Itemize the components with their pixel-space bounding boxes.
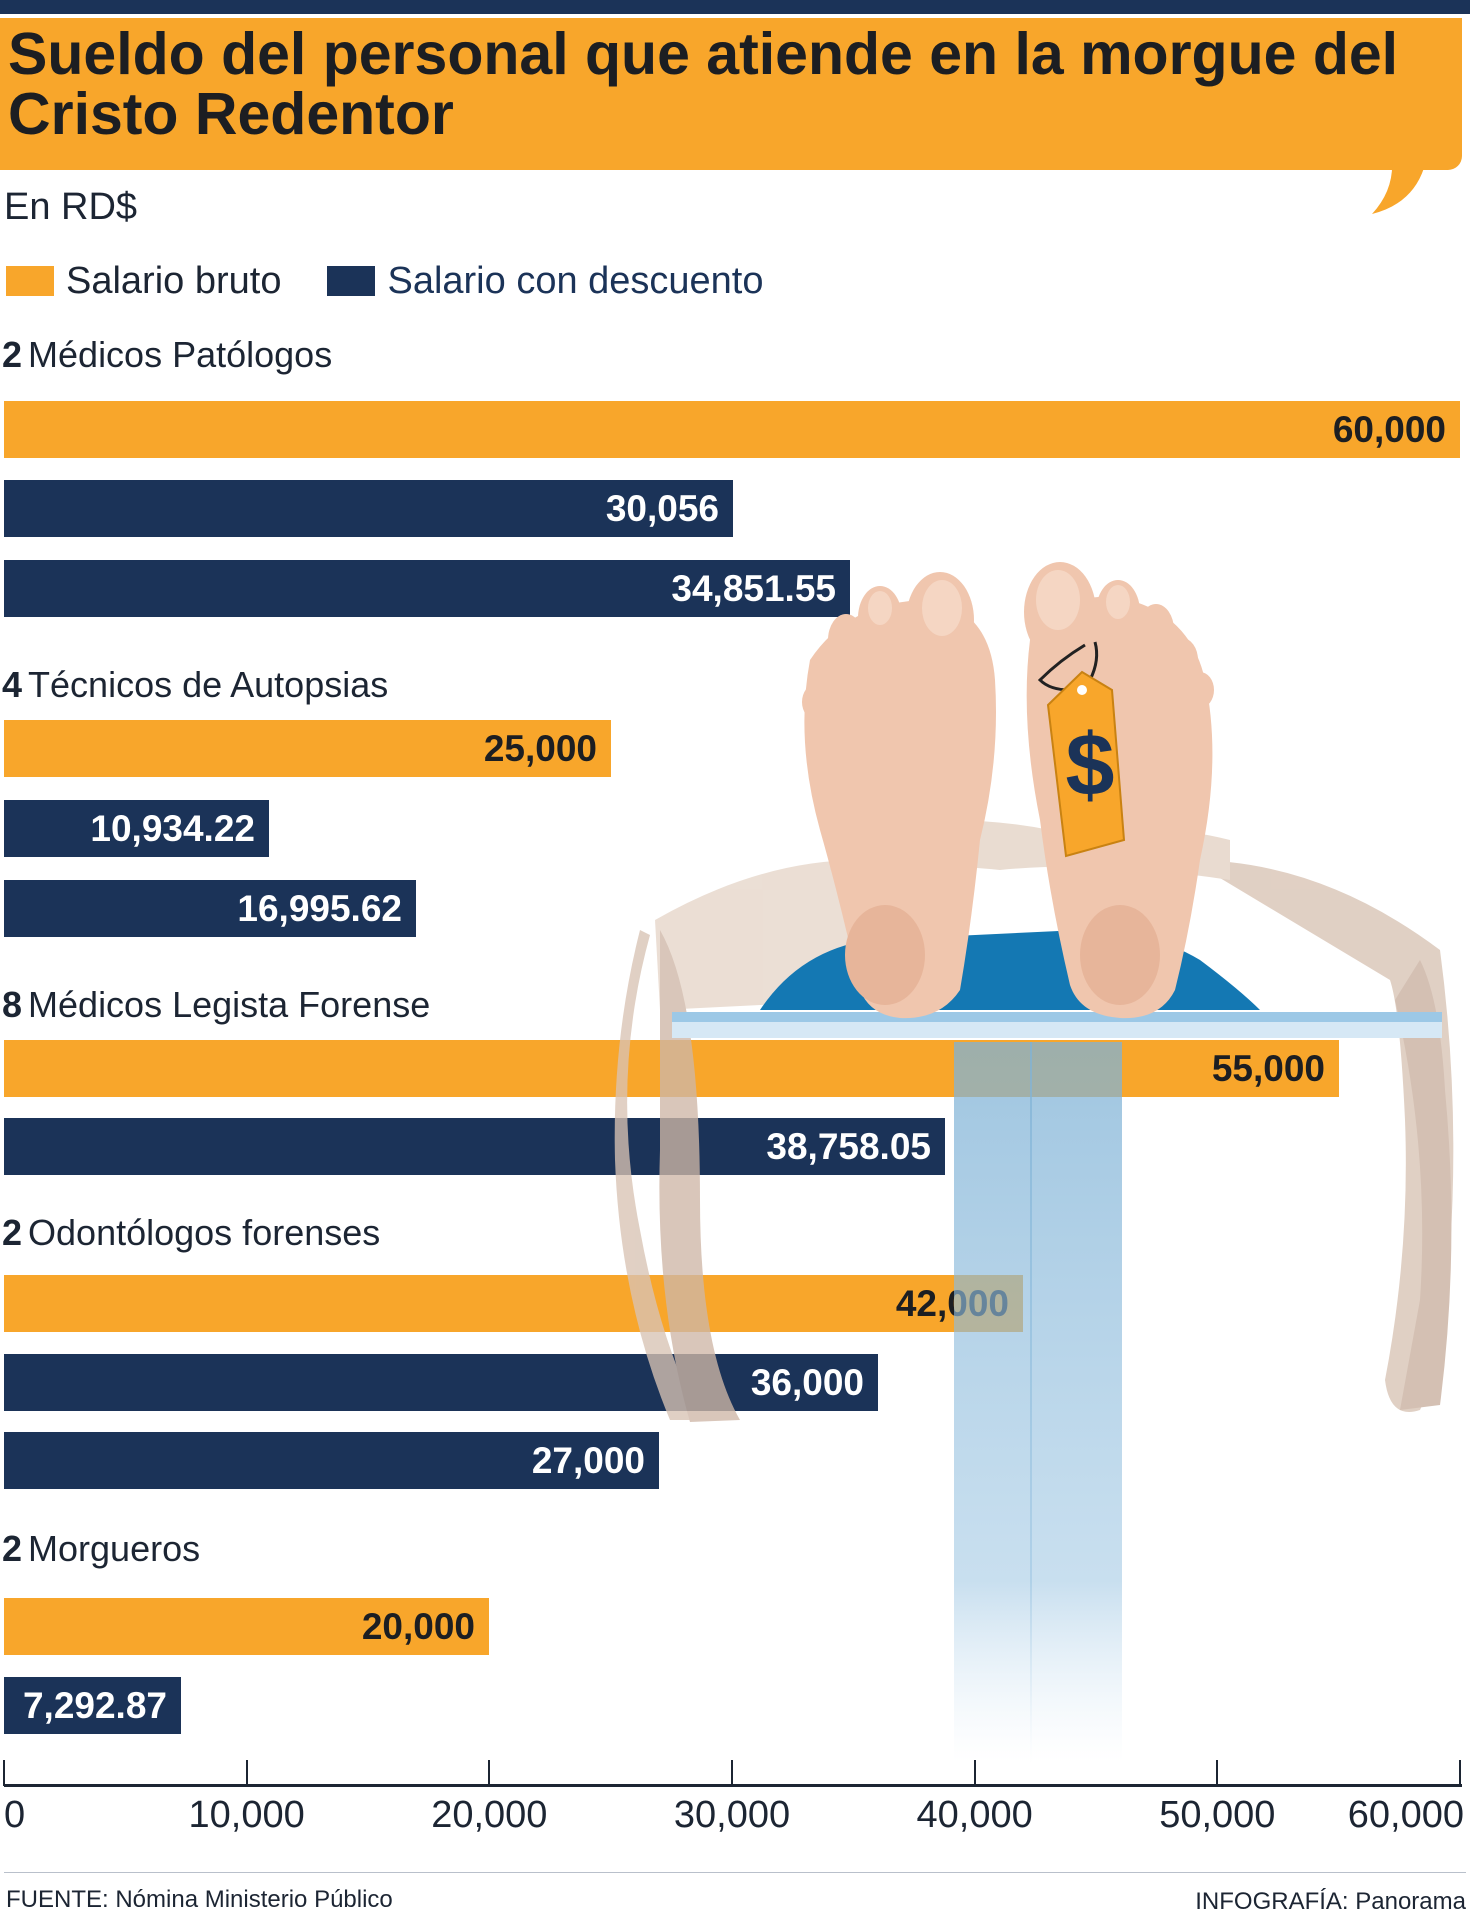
legend-label-gross: Salario bruto — [66, 259, 282, 302]
bar-net: 10,934.22 — [4, 800, 269, 857]
source-note: FUENTE: Nómina Ministerio Público — [6, 1886, 393, 1913]
category-label: 4 Técnicos de Autopsias — [2, 664, 388, 706]
bar-value-label: 27,000 — [531, 1440, 645, 1481]
bar-gross: 60,000 — [4, 401, 1460, 458]
x-tick — [488, 1760, 491, 1786]
chart-title: Sueldo del personal que atiende en la mo… — [8, 21, 1399, 147]
x-tick-label: 50,000 — [1159, 1794, 1276, 1836]
bar-value-label: 60,000 — [1332, 409, 1446, 450]
category-name: Morgueros — [28, 1528, 201, 1569]
right-foot — [1024, 562, 1214, 1019]
title-banner — [0, 18, 1462, 170]
bar-gross: 55,000 — [4, 1040, 1339, 1097]
x-tick-label: 60,000 — [1347, 1794, 1464, 1836]
category-name: Odontólogos forenses — [28, 1212, 381, 1253]
x-tick — [245, 1760, 248, 1786]
bar-value-label: 38,758.05 — [766, 1126, 931, 1167]
bar-gross: 25,000 — [4, 720, 611, 777]
legend-item-gross: Salario bruto — [6, 260, 281, 303]
category-label: 2 Médicos Patólogos — [2, 334, 332, 376]
category-count: 8 — [2, 984, 23, 1025]
x-tick — [973, 1760, 976, 1786]
left-foot — [802, 572, 996, 1019]
category-count: 2 — [2, 1528, 23, 1569]
category-name: Médicos Legista Forense — [28, 984, 431, 1025]
x-tick-label: 20,000 — [431, 1794, 548, 1836]
x-tick — [1459, 1760, 1461, 1786]
x-tick-label: 30,000 — [673, 1794, 791, 1836]
bar-value-label: 55,000 — [1211, 1048, 1325, 1089]
legend-swatch-gross — [6, 266, 54, 296]
bar-net: 16,995.62 — [4, 880, 416, 937]
table-leg-right — [1030, 1042, 1122, 1762]
table-top — [672, 1012, 1442, 1022]
svg-text:$: $ — [1066, 715, 1115, 814]
bar-value-label: 25,000 — [483, 728, 597, 769]
category-label: 2 Morgueros — [2, 1528, 200, 1570]
x-tick — [731, 1760, 733, 1786]
x-axis-line — [4, 1784, 1462, 1787]
category-label: 2 Odontólogos forenses — [2, 1212, 380, 1254]
bar-net: 38,758.05 — [4, 1118, 945, 1175]
bar-value-label: 30,056 — [605, 488, 719, 529]
credit-note: INFOGRAFÍA: Panorama — [1195, 1888, 1466, 1915]
bar-net: 36,000 — [4, 1354, 878, 1411]
price-tag-icon: $ — [1037, 641, 1126, 858]
legend-swatch-net — [327, 266, 376, 296]
bar-value-label: 16,995.62 — [237, 888, 402, 929]
bar-net: 27,000 — [4, 1432, 659, 1489]
x-tick-label: 10,000 — [188, 1794, 305, 1836]
category-count: 2 — [2, 1212, 23, 1253]
bar-value-label: 36,000 — [750, 1362, 864, 1403]
body-blue — [760, 930, 1260, 1010]
x-tick — [1216, 1760, 1219, 1786]
category-name: Técnicos de Autopsias — [28, 664, 389, 705]
bar-net: 7,292.87 — [4, 1677, 181, 1734]
category-count: 4 — [2, 664, 23, 705]
bar-value-label: 34,851.55 — [671, 568, 836, 609]
chart-subtitle: En RD$ — [4, 186, 138, 228]
bar-gross: 20,000 — [4, 1598, 489, 1655]
bar-value-label: 20,000 — [361, 1606, 475, 1647]
x-tick-label: 0 — [4, 1794, 26, 1836]
top-rule — [0, 0, 1470, 14]
table-leg-left — [954, 1042, 1032, 1762]
category-label: 8 Médicos Legista Forense — [2, 984, 430, 1026]
category-count: 2 — [2, 334, 23, 375]
category-name: Médicos Patólogos — [28, 334, 333, 375]
bar-net: 34,851.55 — [4, 560, 850, 617]
x-tick — [3, 1760, 5, 1786]
bar-value-label: 42,000 — [895, 1283, 1009, 1324]
bar-value-label: 7,292.87 — [22, 1685, 167, 1726]
legend-label-net: Salario con descuento — [387, 259, 764, 302]
legend-item-net: Salario con descuento — [327, 259, 764, 303]
x-tick-label: 40,000 — [916, 1794, 1033, 1836]
bar-value-label: 10,934.22 — [90, 808, 255, 849]
bar-net: 30,056 — [4, 480, 733, 537]
footer-rule — [4, 1872, 1466, 1873]
bar-gross: 42,000 — [4, 1275, 1023, 1332]
title-banner-tail — [1372, 160, 1424, 214]
legend: Salario bruto Salario con descuento — [6, 256, 810, 306]
